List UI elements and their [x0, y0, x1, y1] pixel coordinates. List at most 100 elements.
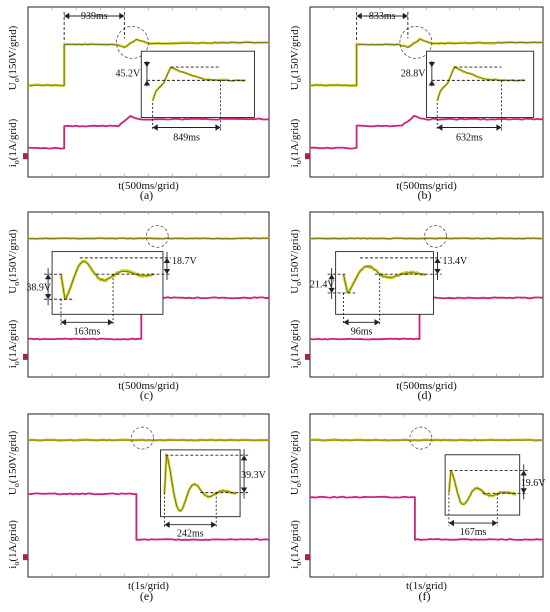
current-axis-text: io(1A/grid) — [7, 319, 21, 368]
voltage-trace-core — [28, 39, 270, 86]
undershoot-arrow — [328, 287, 335, 293]
voltage-axis-text: Uo(150V/grid) — [7, 25, 21, 90]
overshoot-label: 39.3V — [241, 470, 267, 481]
current-subscript: o — [294, 160, 303, 164]
current-subscript: o — [294, 562, 303, 566]
voltage-symbol: U — [289, 82, 301, 90]
x-axis-label: t(500ms/grid) — [396, 180, 457, 192]
undershoot-arrow — [328, 274, 335, 280]
current-axis-label: io(1A/grid) — [289, 118, 303, 167]
voltage-unit: (150V/grid) — [7, 430, 19, 483]
channel-marker — [23, 153, 28, 160]
zoom-trace-core — [60, 261, 155, 300]
zoom-circle — [131, 426, 154, 450]
current-axis-label: io(1A/grid) — [289, 520, 303, 569]
current-axis-text: io(1A/grid) — [289, 520, 303, 569]
delay-arrow — [402, 12, 408, 20]
x-axis-label: t(500ms/grid) — [118, 380, 179, 392]
x-axis-label: t(500ms/grid) — [118, 180, 179, 192]
current-axis-label: io(1A/grid) — [289, 319, 303, 368]
zoom-trace-core — [448, 470, 517, 505]
delay-arrow — [356, 12, 362, 20]
scope-panel-e: Uo(150V/grid)io(1A/grid)t(1s/grid)(e)39.… — [7, 413, 270, 603]
panel-label: (b) — [418, 188, 432, 202]
current-trace — [27, 115, 270, 150]
overshoot-arrow — [240, 455, 248, 461]
current-subscript: o — [294, 361, 303, 365]
delay-arrow — [64, 12, 70, 20]
zoom-box — [444, 454, 521, 516]
voltage-axis-label: Uo(150V/grid) — [7, 430, 21, 495]
voltage-axis-text: Uo(150V/grid) — [289, 430, 303, 495]
overshoot-arrow — [163, 257, 171, 263]
voltage-subscript: o — [294, 483, 303, 487]
current-trace — [310, 115, 544, 150]
panel-label: (a) — [140, 188, 153, 202]
panel-label: (d) — [418, 388, 432, 402]
zoom-circle — [409, 426, 433, 450]
zoom-box — [140, 50, 255, 118]
overshoot-arrow — [520, 470, 527, 476]
current-unit: (1A/grid) — [7, 319, 19, 361]
settling-arrow — [492, 519, 498, 527]
current-symbol: i — [7, 566, 19, 569]
overshoot-arrow — [163, 269, 171, 275]
overshoot-label: 18.7V — [172, 256, 198, 267]
zoom-circle — [399, 26, 433, 59]
current-axis-text: io(1A/grid) — [289, 319, 303, 368]
overshoot-arrow — [240, 487, 248, 493]
voltage-symbol: U — [7, 286, 19, 294]
scope-panel-b: Uo(150V/grid)io(1A/grid)t(500ms/grid)(b)… — [289, 6, 544, 202]
voltage-subscript: o — [12, 483, 21, 487]
settling-arrow — [496, 124, 502, 131]
settling-arrow — [215, 124, 221, 131]
voltage-unit: (150V/grid) — [289, 430, 301, 483]
current-trace — [27, 492, 270, 541]
voltage-subscript: o — [12, 282, 21, 286]
zoom-circle — [115, 26, 149, 59]
voltage-trace-core — [310, 39, 544, 86]
panel-label: (f) — [419, 589, 431, 603]
zoom-trace-core — [343, 265, 426, 294]
zoom-box — [335, 251, 434, 315]
voltage-unit: (150V/grid) — [289, 25, 301, 78]
current-subscript: o — [12, 160, 21, 164]
settling-arrow — [437, 124, 443, 131]
undershoot-arrow — [44, 294, 52, 300]
overshoot-arrow — [428, 61, 436, 68]
voltage-axis-label: Uo(150V/grid) — [7, 25, 21, 90]
current-axis-label: io(1A/grid) — [7, 319, 21, 368]
current-unit: (1A/grid) — [7, 520, 19, 562]
zoom-circle — [145, 224, 169, 248]
current-symbol: i — [289, 566, 301, 569]
current-symbol: i — [7, 164, 19, 167]
voltage-symbol: U — [7, 487, 19, 495]
settling-arrow — [448, 519, 454, 527]
channel-marker — [23, 554, 28, 561]
panel-label: (e) — [140, 589, 153, 603]
voltage-axis-label: Uo(150V/grid) — [289, 430, 303, 495]
settling-arrow — [60, 319, 67, 326]
settling-label: 632ms — [456, 133, 483, 144]
voltage-unit: (150V/grid) — [7, 25, 19, 78]
current-subscript: o — [12, 361, 21, 365]
settling-label: 849ms — [173, 133, 200, 144]
settling-arrow — [211, 521, 217, 528]
x-axis-label: t(1s/grid) — [406, 580, 447, 592]
undershoot-label: 21.4V — [310, 280, 336, 291]
current-axis-label: io(1A/grid) — [7, 118, 21, 167]
current-symbol: i — [289, 164, 301, 167]
settling-label: 163ms — [74, 326, 101, 337]
scope-panel-f: Uo(150V/grid)io(1A/grid)t(1s/grid)(f)19.… — [289, 413, 546, 603]
overshoot-label: 13.4V — [442, 256, 468, 267]
overshoot-arrow — [434, 257, 441, 263]
current-subscript: o — [12, 562, 21, 566]
voltage-axis-label: Uo(150V/grid) — [7, 229, 21, 294]
voltage-axis-text: Uo(150V/grid) — [289, 229, 303, 294]
zoom-box — [426, 50, 535, 118]
zoom-box — [160, 449, 241, 518]
settling-arrow — [152, 124, 158, 131]
voltage-subscript: o — [294, 78, 303, 82]
current-symbol: i — [7, 365, 19, 368]
voltage-axis-label: Uo(150V/grid) — [289, 25, 303, 90]
